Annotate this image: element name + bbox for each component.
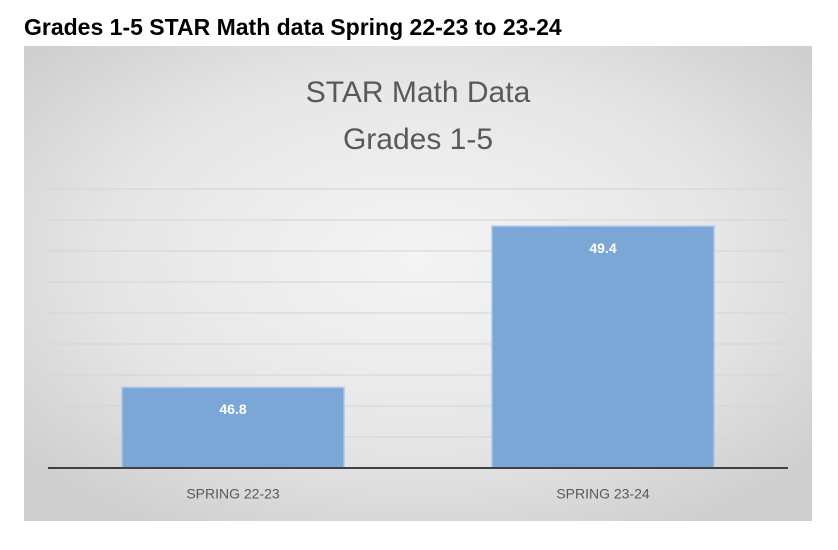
chart-title: STAR Math Data bbox=[306, 76, 531, 109]
page-heading: Grades 1-5 STAR Math data Spring 22-23 t… bbox=[24, 14, 562, 40]
bar bbox=[121, 386, 345, 469]
value-label: 49.4 bbox=[589, 240, 616, 256]
x-tick-label: SPRING 23-24 bbox=[556, 486, 650, 502]
chart-subtitle: Grades 1-5 bbox=[343, 123, 493, 156]
bar bbox=[491, 225, 715, 469]
x-tick-label: SPRING 22-23 bbox=[186, 486, 280, 502]
value-label: 46.8 bbox=[219, 401, 246, 417]
